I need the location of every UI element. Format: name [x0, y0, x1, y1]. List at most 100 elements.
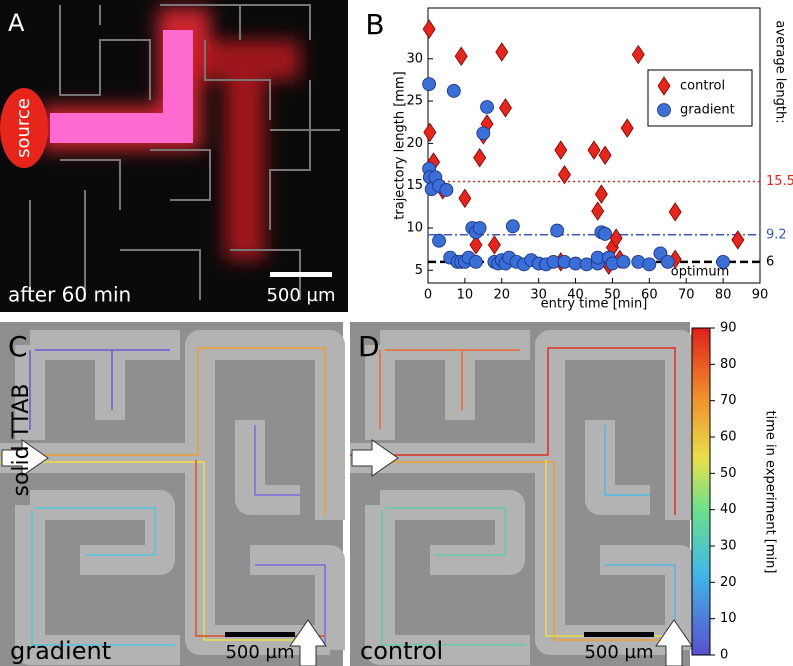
arrow	[1, 439, 49, 477]
diamond-marker	[469, 235, 483, 255]
y-axis-label: trajectory length [mm]	[393, 71, 408, 219]
circle-marker	[432, 233, 446, 248]
source-spot	[0, 88, 48, 168]
circle-marker	[480, 100, 494, 114]
y-tick-label: 25	[406, 94, 423, 109]
colorbar: time in experiment [min] 0 10 20 30 40 50 60 70…	[691, 321, 778, 663]
circle-marker	[469, 254, 483, 269]
x-tick-label: 30	[530, 288, 547, 303]
reference-value: 9.2	[766, 227, 787, 242]
source-plume	[50, 30, 193, 143]
diamond-marker	[620, 118, 634, 138]
legend-label: control	[680, 79, 725, 94]
colorbar-label: time in experiment [min]	[763, 411, 778, 574]
source-label: source	[13, 98, 34, 158]
circle-marker	[642, 257, 657, 272]
circle-marker	[472, 221, 487, 235]
scale-bar	[225, 632, 295, 637]
legend-label: gradient	[680, 103, 735, 118]
x-tick-label: 50	[604, 288, 621, 303]
x-tick-label: 70	[678, 288, 695, 303]
circle-marker	[716, 254, 731, 269]
diamond-marker	[422, 19, 436, 39]
y-tick-label: 15	[406, 178, 423, 193]
colorbar-tick-label: 60	[720, 430, 737, 445]
diamond-marker	[498, 98, 512, 118]
y-tick-label: 30	[406, 51, 423, 66]
panel-letter: A	[8, 9, 25, 37]
circle-marker	[505, 219, 520, 234]
diamond-marker	[591, 201, 605, 221]
diamond-marker	[731, 230, 745, 250]
diamond-marker	[454, 46, 468, 66]
diamond-marker	[487, 235, 501, 255]
colorbar-tick-label: 0	[720, 648, 728, 663]
x-tick-label: 40	[567, 288, 584, 303]
scale-label: 500 µm	[225, 642, 294, 663]
circle-marker	[422, 77, 437, 92]
diamond-marker	[423, 122, 437, 143]
x-tick-label: 60	[641, 288, 658, 303]
diamond-marker	[631, 44, 645, 65]
legend-marker	[657, 76, 671, 96]
diamond-marker	[554, 140, 568, 160]
y-tick-label: 5	[415, 263, 423, 278]
panel-c: C solid TTAB gradient 500 µm	[0, 322, 345, 666]
diamond-marker	[598, 145, 612, 165]
panel-a: source A after 60 min 500 µm	[0, 0, 348, 312]
reference-value: 6	[766, 254, 774, 269]
colorbar-tick-label: 10	[720, 611, 737, 626]
reference-value: 15.5	[766, 174, 793, 189]
x-tick-label: 0	[424, 288, 432, 303]
diamond-marker	[594, 184, 608, 204]
colorbar-tick-label: 20	[720, 575, 737, 590]
scale-label: 500 µm	[584, 642, 653, 663]
arrow	[655, 619, 693, 666]
caption: control	[360, 637, 443, 665]
arrow	[351, 439, 399, 477]
legend-marker	[657, 103, 671, 117]
caption: gradient	[10, 637, 111, 665]
circle-marker	[446, 84, 461, 98]
colorbar-tick-label: 80	[720, 357, 737, 372]
side-label: solid TTAB	[9, 383, 34, 496]
reference-label: optimum	[671, 264, 729, 279]
trajectories	[0, 347, 326, 646]
circle-marker	[476, 126, 491, 141]
diamond-marker	[473, 148, 487, 168]
scale-bar	[584, 632, 654, 637]
x-tick-label: 10	[457, 288, 474, 303]
colorbar-tick-label: 50	[720, 466, 737, 481]
maze-walls	[29, 4, 340, 300]
trajectories	[350, 347, 676, 646]
panel-letter: B	[365, 8, 384, 41]
diamond-marker	[495, 42, 509, 62]
colorbar-scale	[691, 327, 711, 656]
colorbar-tick-label: 70	[720, 393, 737, 408]
circle-marker	[598, 227, 612, 241]
y2-axis-label: average length:	[773, 20, 788, 123]
circle-marker	[439, 183, 454, 197]
diamond-marker	[668, 202, 682, 222]
panel-letter: D	[358, 330, 380, 363]
colorbar-tick-label: 30	[720, 539, 737, 554]
scale-bar	[270, 272, 332, 277]
y-tick-label: 10	[406, 221, 423, 236]
circle-marker	[550, 223, 565, 238]
caption: after 60 min	[8, 283, 131, 307]
circle-marker	[616, 254, 631, 269]
circle-marker	[660, 254, 675, 269]
panel-d: D control 500 µm	[350, 322, 695, 666]
x-tick-label: 90	[752, 288, 769, 303]
panel-letter: C	[8, 330, 28, 363]
diamond-marker	[558, 164, 571, 185]
colorbar-tick-label: 90	[720, 321, 737, 336]
plot-frame	[427, 7, 761, 284]
x-axis-label: entry time [min]	[541, 297, 648, 312]
x-tick-label: 20	[494, 288, 511, 303]
diamond-marker	[609, 228, 623, 248]
scale-label: 500 µm	[266, 285, 335, 306]
x-tick-label: 80	[715, 288, 732, 303]
